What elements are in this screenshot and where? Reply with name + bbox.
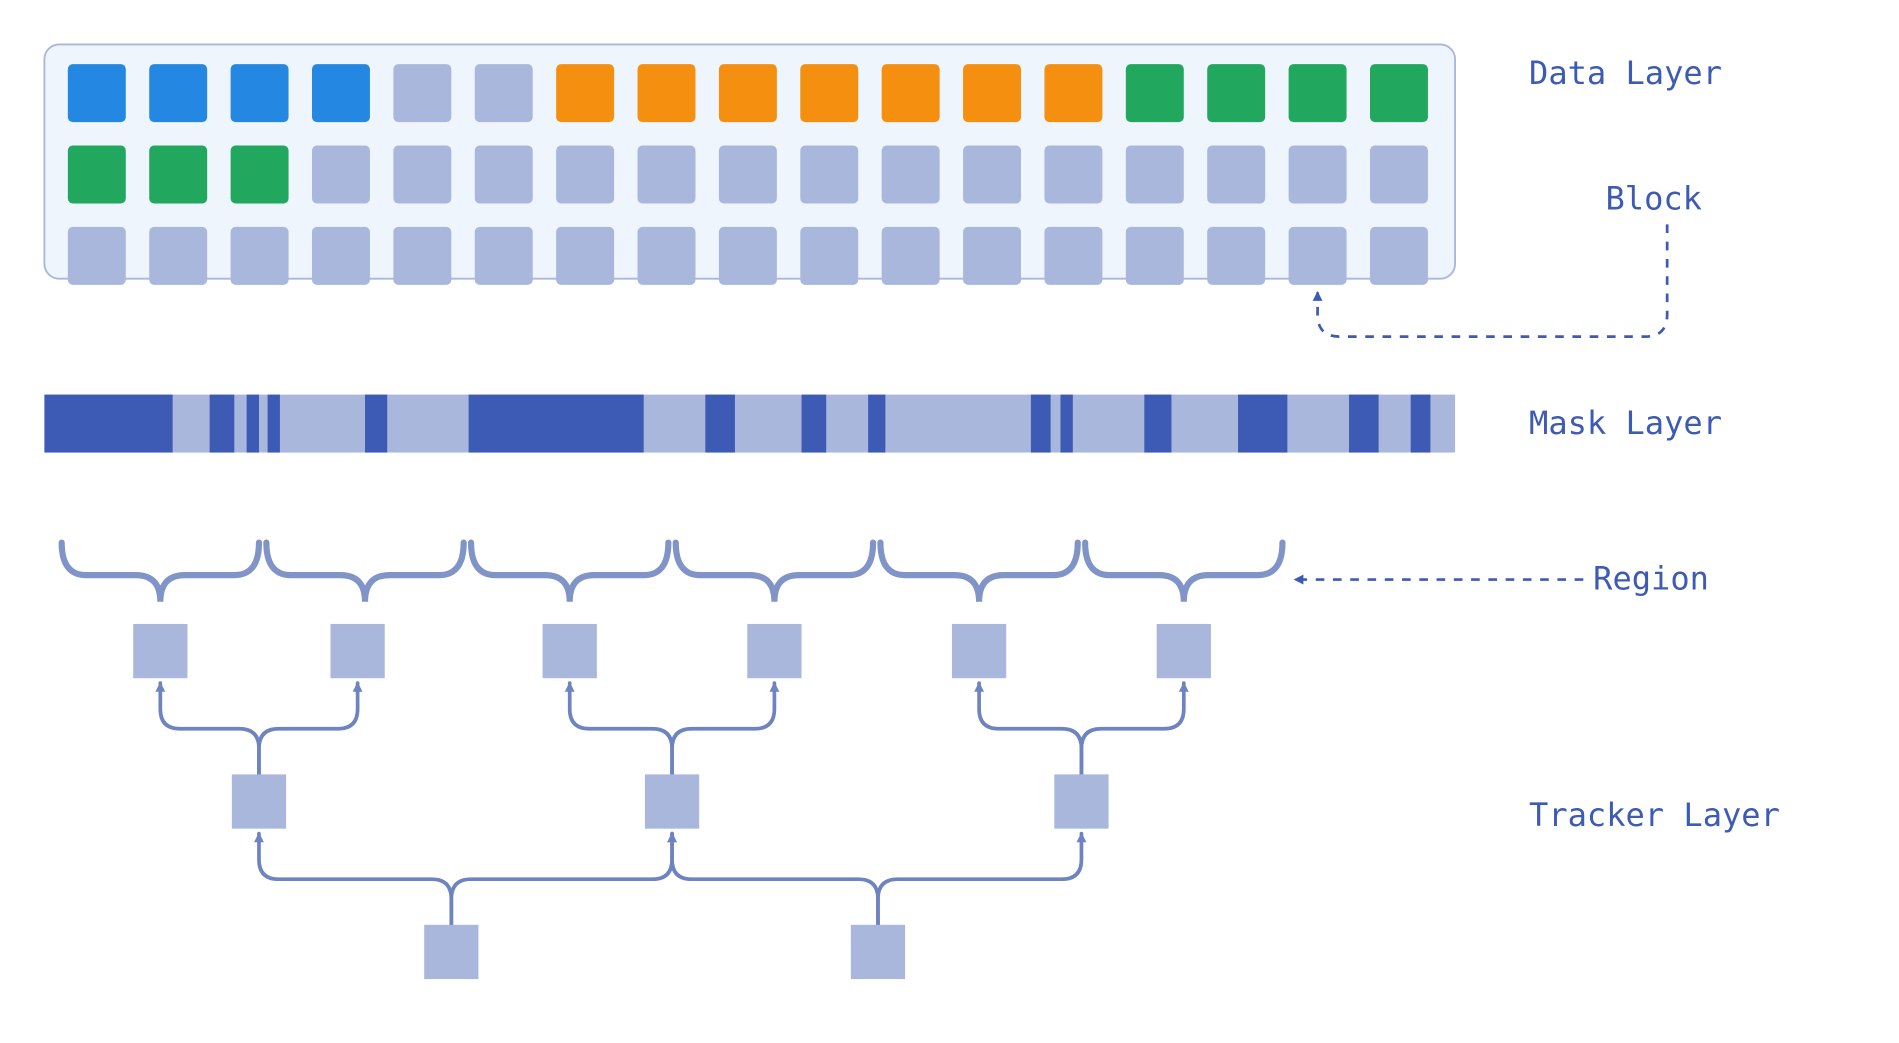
mask-segment: [1238, 395, 1287, 453]
data-block: [719, 64, 777, 122]
region-brace: [676, 543, 873, 602]
data-block: [1044, 146, 1102, 204]
data-block: [963, 146, 1021, 204]
data-block: [312, 64, 370, 122]
tracker-leaf: [543, 624, 597, 678]
tracker-mid: [645, 774, 699, 828]
tracker-leaf: [952, 624, 1006, 678]
data-block: [638, 64, 696, 122]
tracker-leaf: [133, 624, 187, 678]
label-mask-layer: Mask Layer: [1529, 404, 1722, 442]
data-block: [475, 227, 533, 285]
data-block: [800, 227, 858, 285]
data-block: [1044, 64, 1102, 122]
data-block: [882, 146, 940, 204]
region-brace: [880, 543, 1077, 602]
data-block: [800, 146, 858, 204]
tracker-edge: [160, 683, 259, 774]
data-block: [882, 64, 940, 122]
data-block: [149, 227, 207, 285]
data-block: [68, 146, 126, 204]
label-region: Region: [1593, 559, 1709, 597]
data-block: [68, 227, 126, 285]
data-block: [393, 146, 451, 204]
mask-segment: [1349, 395, 1379, 453]
mask-segment: [44, 395, 172, 453]
label-data-layer: Data Layer: [1529, 54, 1722, 92]
tracker-mid: [1054, 774, 1108, 828]
data-block: [149, 146, 207, 204]
tracker-edge: [672, 834, 878, 925]
tracker-edge: [259, 834, 451, 925]
data-block: [1370, 227, 1428, 285]
data-block: [1126, 227, 1184, 285]
tracker-mid: [232, 774, 286, 828]
mask-segment: [268, 395, 280, 453]
tracker-edge: [878, 834, 1081, 925]
data-block: [1126, 64, 1184, 122]
data-block: [68, 64, 126, 122]
tracker-root: [851, 925, 905, 979]
mask-segment: [1060, 395, 1072, 453]
region-brace: [266, 543, 463, 602]
mask-segment: [1411, 395, 1431, 453]
mask-segment: [469, 395, 644, 453]
data-block: [475, 146, 533, 204]
data-block: [556, 146, 614, 204]
tracker-leaf: [330, 624, 384, 678]
region-brace: [62, 543, 259, 602]
tracker-edge: [1081, 683, 1183, 774]
data-block: [719, 146, 777, 204]
mask-segment: [868, 395, 885, 453]
data-block: [638, 227, 696, 285]
mask-segment: [1144, 395, 1171, 453]
data-block: [556, 64, 614, 122]
data-block: [231, 227, 289, 285]
region-brace: [471, 543, 668, 602]
tracker-edge: [979, 683, 1081, 774]
data-block: [231, 64, 289, 122]
data-block: [719, 227, 777, 285]
data-block: [393, 64, 451, 122]
data-block: [1207, 227, 1265, 285]
region-brace: [1085, 543, 1282, 602]
label-block: Block: [1606, 180, 1702, 218]
data-block: [1370, 64, 1428, 122]
mask-segment: [247, 395, 259, 453]
data-block: [475, 64, 533, 122]
data-block: [1126, 146, 1184, 204]
data-block: [963, 227, 1021, 285]
mask-segment: [1031, 395, 1051, 453]
tracker-leaf: [1157, 624, 1211, 678]
data-block: [1370, 146, 1428, 204]
tracker-edge: [672, 683, 774, 774]
data-block: [231, 146, 289, 204]
tracker-root: [424, 925, 478, 979]
data-block: [1044, 227, 1102, 285]
data-block: [1289, 146, 1347, 204]
mask-segment: [802, 395, 827, 453]
mask-segment: [210, 395, 235, 453]
tracker-leaf: [747, 624, 801, 678]
data-block: [312, 146, 370, 204]
data-block: [1289, 64, 1347, 122]
label-tracker-layer: Tracker Layer: [1529, 796, 1780, 834]
data-block: [149, 64, 207, 122]
data-block: [1207, 64, 1265, 122]
data-block: [393, 227, 451, 285]
tracker-edge: [570, 683, 672, 774]
data-block: [882, 227, 940, 285]
mask-segment: [365, 395, 387, 453]
tracker-edge: [451, 834, 672, 925]
data-block: [800, 64, 858, 122]
data-block: [963, 64, 1021, 122]
data-block: [638, 146, 696, 204]
data-block: [1207, 146, 1265, 204]
mask-segment: [705, 395, 735, 453]
tracker-edge: [259, 683, 358, 774]
data-block: [312, 227, 370, 285]
data-block: [556, 227, 614, 285]
data-block: [1289, 227, 1347, 285]
